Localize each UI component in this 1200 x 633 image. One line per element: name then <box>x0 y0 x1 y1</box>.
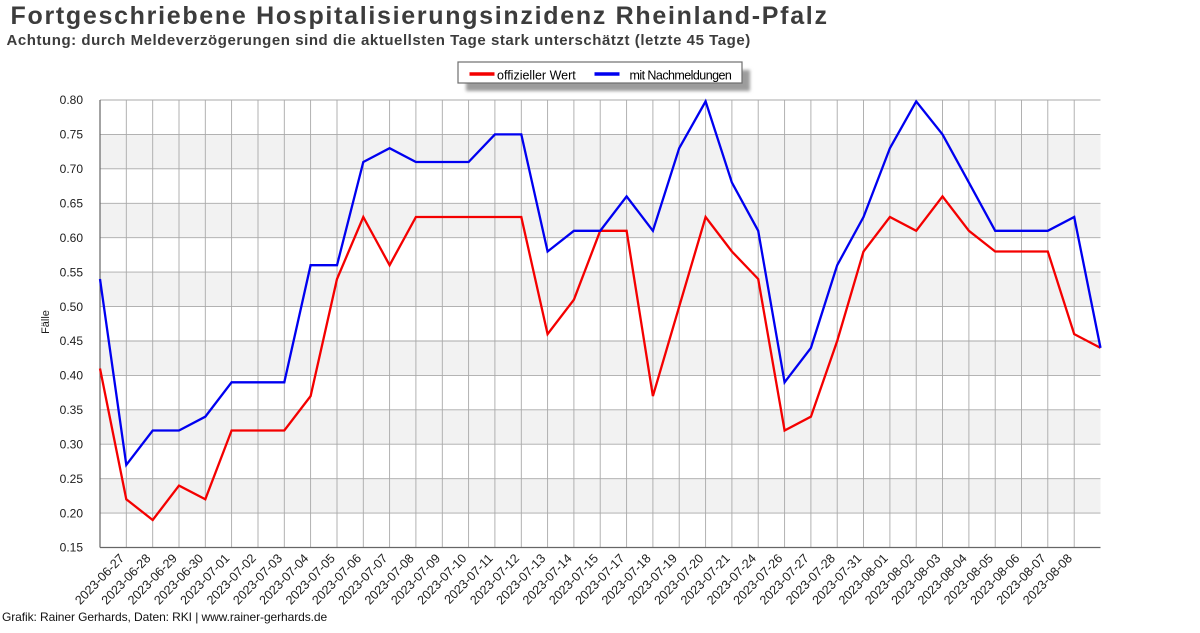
svg-text:offizieller Wert: offizieller Wert <box>497 68 576 82</box>
svg-text:0.20: 0.20 <box>60 506 84 520</box>
svg-text:0.70: 0.70 <box>60 162 84 176</box>
svg-text:0.50: 0.50 <box>60 300 84 314</box>
svg-text:Fortgeschriebene Hospitalisier: Fortgeschriebene Hospitalisierungsinzide… <box>11 2 829 30</box>
svg-text:0.15: 0.15 <box>60 541 84 555</box>
svg-text:0.80: 0.80 <box>60 93 84 107</box>
svg-text:Fälle: Fälle <box>40 310 52 334</box>
svg-text:0.60: 0.60 <box>60 231 84 245</box>
svg-text:0.45: 0.45 <box>60 334 84 348</box>
svg-text:0.35: 0.35 <box>60 403 84 417</box>
svg-text:0.75: 0.75 <box>60 128 84 142</box>
svg-text:0.30: 0.30 <box>60 437 84 451</box>
svg-text:0.65: 0.65 <box>60 197 84 211</box>
svg-text:Achtung: durch Meldeverzögerun: Achtung: durch Meldeverzögerungen sind d… <box>7 32 751 49</box>
svg-text:mit Nachmeldungen: mit Nachmeldungen <box>630 68 732 82</box>
svg-text:0.40: 0.40 <box>60 369 84 383</box>
svg-text:0.55: 0.55 <box>60 265 84 279</box>
svg-text:0.25: 0.25 <box>60 472 84 486</box>
svg-text:Grafik: Rainer Gerhards, Daten: Grafik: Rainer Gerhards, Daten: RKI | ww… <box>2 610 328 624</box>
